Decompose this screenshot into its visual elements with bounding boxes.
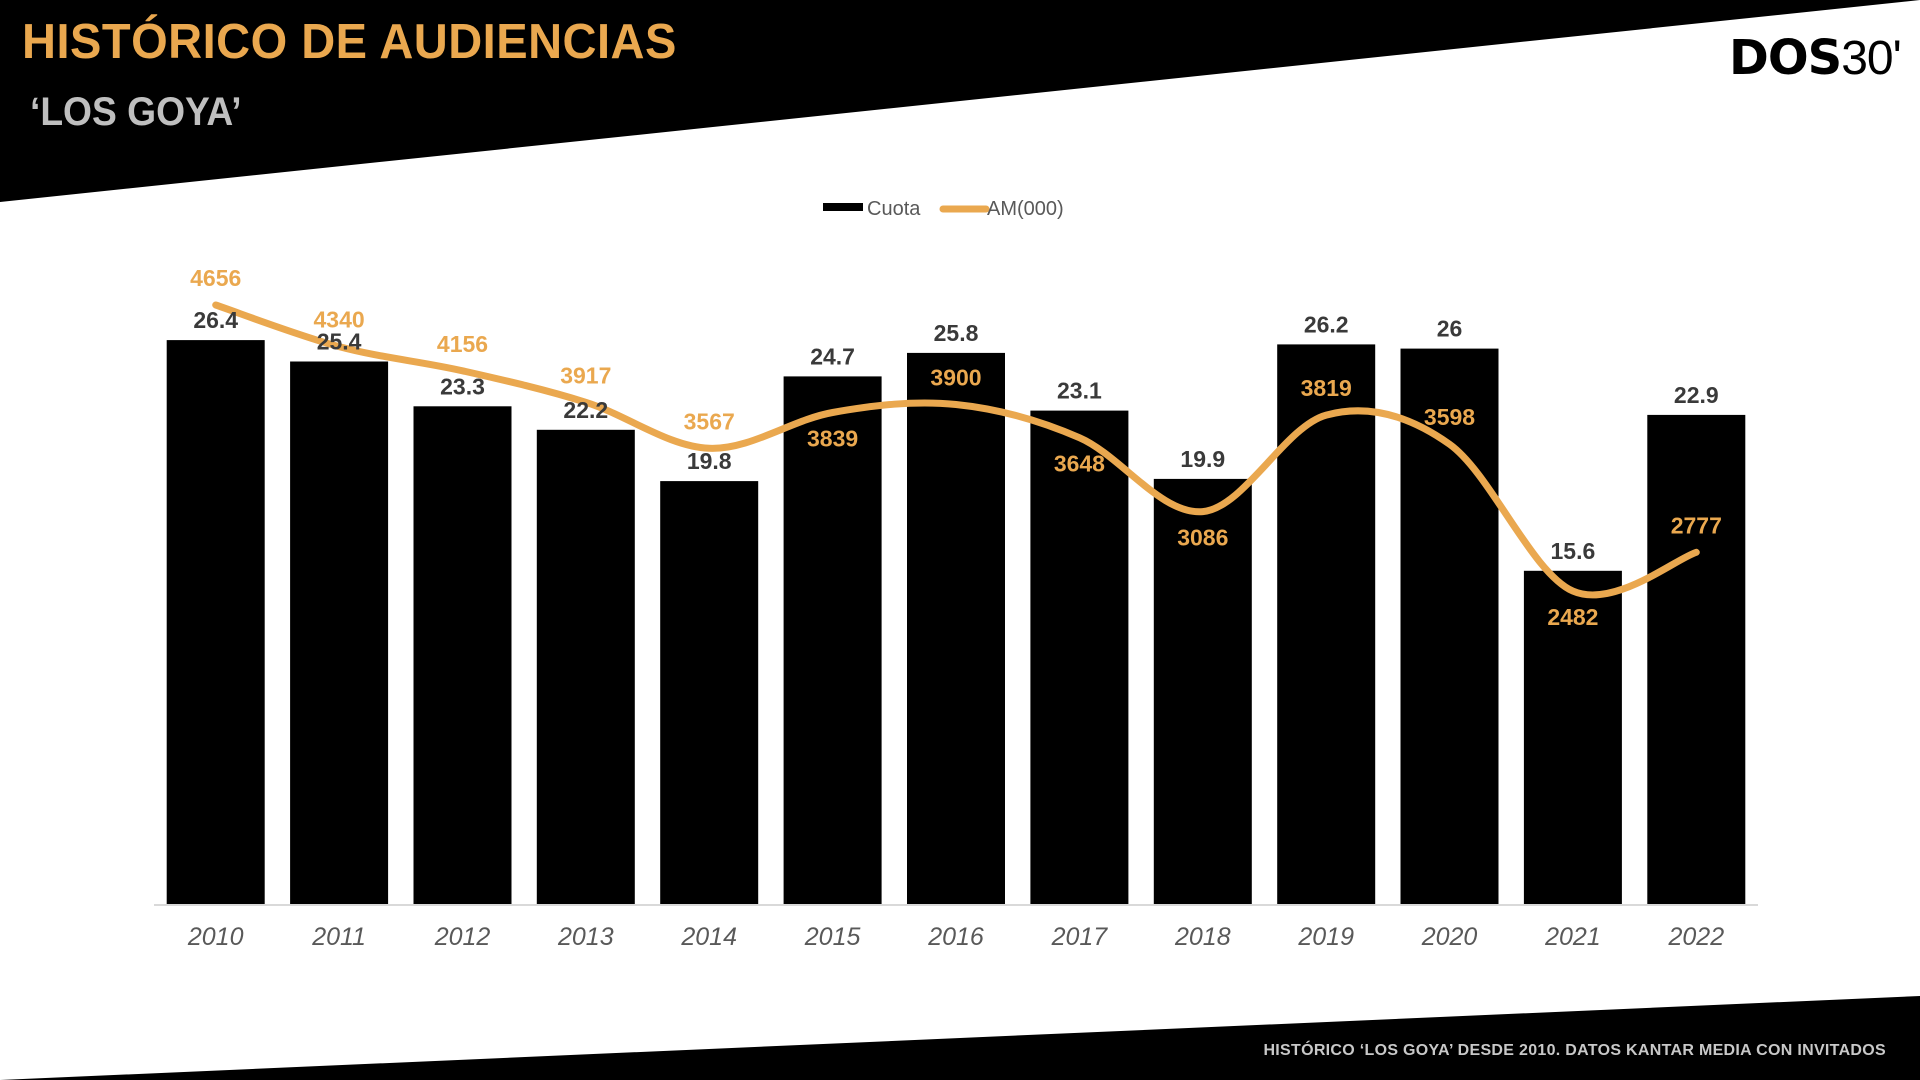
bar-2018 bbox=[1153, 478, 1252, 904]
line-am-path bbox=[212, 301, 1700, 599]
x-tick-2017: 2017 bbox=[1051, 923, 1109, 951]
bar-label-2013: 22.2 bbox=[563, 397, 608, 423]
line-label-2010: 4656 bbox=[190, 265, 241, 291]
bar-label-2019: 26.2 bbox=[1304, 311, 1349, 337]
bar-data-labels: 26.4 25.4 23.3 22.2 19.8 24.7 25.8 23.1 19.9 26.2… bbox=[193, 307, 1718, 564]
bottom-banner bbox=[0, 996, 1920, 1080]
bar-2017 bbox=[1030, 410, 1129, 904]
line-label-2012: 4156 bbox=[437, 331, 488, 357]
bar-2016 bbox=[907, 352, 1005, 904]
legend-label-cuota: Cuota bbox=[867, 198, 921, 220]
x-tick-2015: 2015 bbox=[804, 923, 861, 951]
x-tick-2020: 2020 bbox=[1421, 923, 1478, 951]
bar-2014 bbox=[660, 481, 759, 904]
line-label-2014: 3567 bbox=[684, 408, 735, 434]
bar-label-2010: 26.4 bbox=[193, 307, 238, 333]
bar-series-cuota bbox=[166, 340, 1746, 905]
bar-label-2011: 25.4 bbox=[317, 329, 362, 355]
x-tick-2014: 2014 bbox=[680, 923, 737, 951]
line-label-2018: 3086 bbox=[1177, 525, 1228, 551]
line-label-2013: 3917 bbox=[560, 362, 611, 388]
line-label-2020: 3598 bbox=[1424, 404, 1475, 430]
x-axis-tick-labels: 2010 2011 2012 2013 2014 2015 2016 2017 2018 2019… bbox=[187, 923, 1724, 951]
page-subtitle: ‘LOS GOYA’ bbox=[30, 90, 242, 134]
legend-swatch-cuota bbox=[823, 203, 863, 211]
bar-label-2012: 23.3 bbox=[440, 373, 485, 399]
x-tick-2011: 2011 bbox=[311, 923, 366, 951]
line-label-2019: 3819 bbox=[1301, 375, 1352, 401]
bar-2011 bbox=[290, 361, 389, 904]
legend-label-am: AM(000) bbox=[987, 198, 1064, 220]
x-tick-2022: 2022 bbox=[1667, 923, 1724, 951]
page-title: HISTÓRICO DE AUDIENCIAS bbox=[22, 15, 677, 69]
brand-logo: DOS30' bbox=[1729, 30, 1902, 86]
line-label-2015: 3839 bbox=[807, 426, 858, 452]
line-label-2022: 2777 bbox=[1671, 512, 1722, 538]
bar-2020 bbox=[1400, 348, 1499, 905]
x-tick-2016: 2016 bbox=[927, 923, 984, 951]
bar-label-2022: 22.9 bbox=[1674, 382, 1719, 408]
top-banner bbox=[0, 0, 1920, 202]
bar-2022 bbox=[1647, 414, 1746, 904]
logo-light-text: 30' bbox=[1841, 32, 1902, 85]
bar-2015 bbox=[783, 376, 882, 904]
bar-2019 bbox=[1277, 344, 1376, 904]
x-tick-2018: 2018 bbox=[1174, 923, 1231, 951]
footer-source-note: HISTÓRICO ‘LOS GOYA’ DESDE 2010. DATOS K… bbox=[1263, 1042, 1886, 1059]
bar-label-2015: 24.7 bbox=[810, 343, 855, 369]
bar-label-2017: 23.1 bbox=[1057, 378, 1102, 404]
x-tick-2010: 2010 bbox=[187, 923, 244, 951]
line-series-am bbox=[212, 301, 1700, 599]
bar-label-2020: 26 bbox=[1437, 316, 1463, 342]
line-label-2021: 2482 bbox=[1547, 604, 1598, 630]
line-label-2017: 3648 bbox=[1054, 451, 1105, 477]
line-data-labels: 4656 4340 4156 3917 3567 3839 3900 3648 3086 3819… bbox=[190, 265, 1722, 630]
chart-legend: Cuota AM(000) bbox=[823, 198, 1064, 220]
bar-label-2014: 19.8 bbox=[687, 448, 732, 474]
x-tick-2012: 2012 bbox=[434, 923, 491, 951]
line-label-2016: 3900 bbox=[930, 365, 981, 391]
bar-label-2018: 19.9 bbox=[1180, 446, 1225, 472]
bar-2013 bbox=[536, 429, 635, 904]
x-tick-2013: 2013 bbox=[557, 923, 614, 951]
bar-2010 bbox=[166, 340, 265, 905]
bar-label-2021: 15.6 bbox=[1551, 538, 1596, 564]
bar-2021 bbox=[1523, 570, 1622, 904]
x-tick-2019: 2019 bbox=[1297, 923, 1354, 951]
bar-2012 bbox=[413, 406, 512, 904]
x-tick-2021: 2021 bbox=[1544, 923, 1601, 951]
line-label-2011: 4340 bbox=[314, 307, 365, 333]
bar-label-2016: 25.8 bbox=[934, 320, 979, 346]
logo-bold-text: DOS bbox=[1729, 30, 1842, 86]
